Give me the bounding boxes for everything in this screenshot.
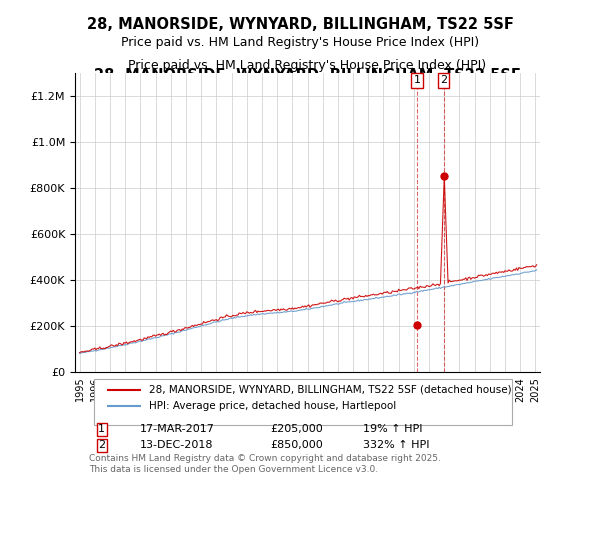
Text: 2: 2 (98, 440, 106, 450)
Text: 28, MANORSIDE, WYNYARD, BILLINGHAM, TS22 5SF (detached house): 28, MANORSIDE, WYNYARD, BILLINGHAM, TS22… (149, 385, 512, 395)
Text: 17-MAR-2017: 17-MAR-2017 (140, 424, 215, 435)
Text: 332% ↑ HPI: 332% ↑ HPI (364, 440, 430, 450)
Text: 13-DEC-2018: 13-DEC-2018 (140, 440, 214, 450)
Text: Price paid vs. HM Land Registry's House Price Index (HPI): Price paid vs. HM Land Registry's House … (121, 36, 479, 49)
Text: 28, MANORSIDE, WYNYARD, BILLINGHAM, TS22 5SF: 28, MANORSIDE, WYNYARD, BILLINGHAM, TS22… (86, 17, 514, 32)
Text: 19% ↑ HPI: 19% ↑ HPI (364, 424, 423, 435)
Text: 1: 1 (413, 75, 421, 85)
Text: Price paid vs. HM Land Registry's House Price Index (HPI): Price paid vs. HM Land Registry's House … (128, 59, 487, 72)
Text: 28, MANORSIDE, WYNYARD, BILLINGHAM, TS22 5SF: 28, MANORSIDE, WYNYARD, BILLINGHAM, TS22… (94, 68, 521, 83)
Text: £205,000: £205,000 (270, 424, 323, 435)
Text: £850,000: £850,000 (270, 440, 323, 450)
Text: 1: 1 (98, 424, 105, 435)
Text: HPI: Average price, detached house, Hartlepool: HPI: Average price, detached house, Hart… (149, 400, 397, 410)
Text: 2: 2 (440, 75, 447, 85)
FancyBboxPatch shape (94, 379, 512, 424)
Text: Contains HM Land Registry data © Crown copyright and database right 2025.
This d: Contains HM Land Registry data © Crown c… (89, 454, 441, 474)
